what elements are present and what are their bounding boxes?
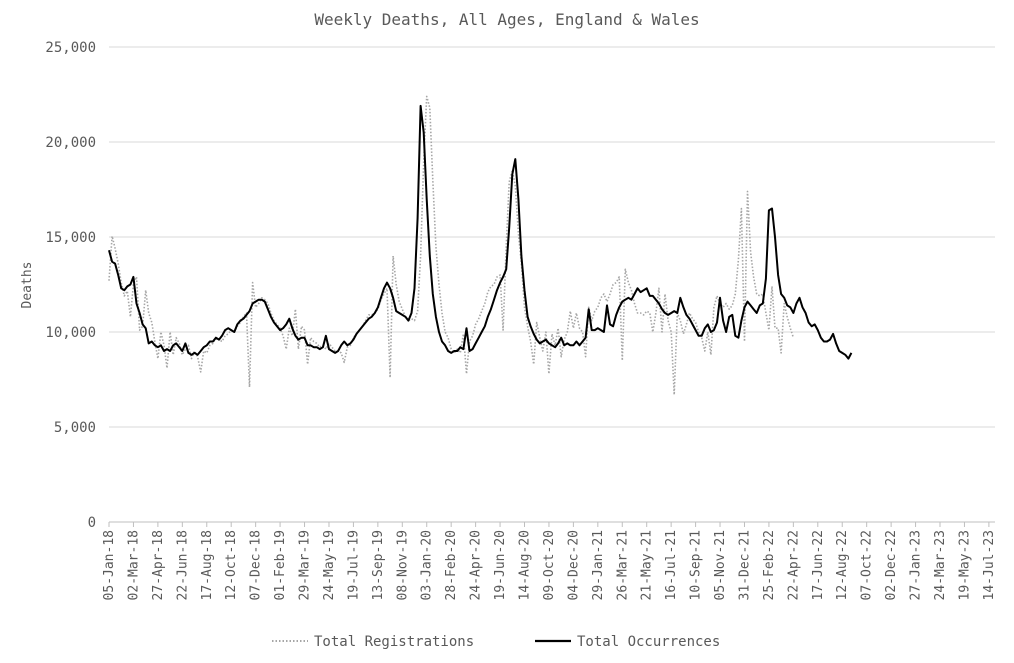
- chart-title: Weekly Deaths, All Ages, England & Wales: [314, 10, 699, 29]
- x-tick-label: 13-Sep-19: [371, 530, 386, 600]
- x-tick-label: 25-Feb-22: [762, 530, 777, 600]
- x-tick-label: 26-Mar-21: [615, 530, 630, 600]
- x-tick-label: 22-Apr-22: [786, 530, 801, 600]
- x-tick-label: 29-Mar-19: [298, 530, 313, 600]
- x-tick-label: 19-Jul-19: [346, 530, 361, 600]
- x-tick-label: 14-Aug-20: [518, 530, 533, 600]
- x-tick-label: 16-Jul-21: [664, 530, 679, 600]
- x-tick-label: 24-May-19: [322, 530, 337, 600]
- x-tick-label: 24-Apr-20: [469, 530, 484, 600]
- x-axis-ticks: 05-Jan-18 02-Mar-18 27-Apr-18 22-Jun-18 17-A…: [102, 522, 997, 600]
- x-tick-label: 27-Apr-18: [151, 530, 166, 600]
- series-line-registrations: [108, 95, 795, 396]
- x-tick-label: 28-Feb-20: [444, 530, 459, 600]
- x-tick-label: 14-Jul-23: [982, 530, 997, 600]
- x-tick-label: 27-Jan-23: [909, 530, 924, 600]
- x-tick-label: 17-Aug-18: [200, 530, 215, 600]
- x-tick-label: 29-Jan-21: [591, 530, 606, 600]
- y-tick-label: 20,000: [45, 135, 96, 151]
- y-tick-label: 5,000: [54, 420, 96, 436]
- x-tick-label: 09-Oct-20: [542, 530, 557, 600]
- x-tick-label: 22-Jun-18: [175, 530, 190, 600]
- x-tick-label: 01-Feb-19: [273, 530, 288, 600]
- series-lines: [108, 95, 853, 396]
- legend-label-registrations: Total Registrations: [314, 634, 474, 650]
- x-tick-label: 19-May-23: [957, 530, 972, 600]
- x-tick-label: 05-Nov-21: [713, 530, 728, 600]
- y-tick-label: 10,000: [45, 325, 96, 341]
- x-tick-label: 12-Aug-22: [835, 530, 850, 600]
- x-tick-label: 31-Dec-21: [737, 530, 752, 600]
- x-tick-label: 12-Oct-18: [224, 530, 239, 600]
- x-tick-label: 02-Mar-18: [126, 530, 141, 600]
- series-line-occurrences: [108, 104, 853, 360]
- x-tick-label: 17-Jun-22: [811, 530, 826, 600]
- x-tick-label: 05-Jan-18: [102, 530, 117, 600]
- x-tick-label: 04-Dec-20: [566, 530, 581, 600]
- y-tick-label: 25,000: [45, 40, 96, 56]
- legend-label-occurrences: Total Occurrences: [577, 634, 720, 650]
- legend: Total Registrations Total Occurrences: [272, 634, 720, 650]
- x-tick-label: 24-Mar-23: [933, 530, 948, 600]
- x-tick-label: 19-Jun-20: [493, 530, 508, 600]
- y-axis-label: Deaths: [20, 262, 35, 309]
- x-tick-label: 08-Nov-19: [395, 530, 410, 600]
- x-tick-label: 02-Dec-22: [884, 530, 899, 600]
- y-tick-label: 0: [88, 515, 96, 531]
- x-tick-label: 07-Dec-18: [249, 530, 264, 600]
- y-axis-ticks: 0 5,000 10,000 15,000 20,000 25,000: [45, 40, 96, 531]
- x-tick-label: 10-Sep-21: [689, 530, 704, 600]
- x-tick-label: 07-Oct-22: [860, 530, 875, 600]
- x-tick-label: 03-Jan-20: [420, 530, 435, 600]
- gridlines: [109, 46, 995, 523]
- x-tick-label: 21-May-21: [640, 530, 655, 600]
- y-tick-label: 15,000: [45, 230, 96, 246]
